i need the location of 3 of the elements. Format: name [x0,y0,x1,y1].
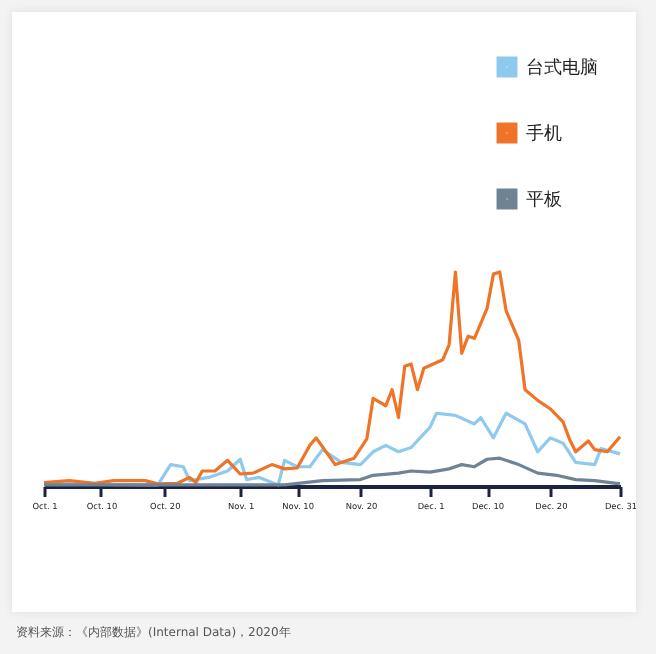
legend-label: 台式电脑 [526,57,598,79]
legend-label: 手机 [526,123,562,145]
legend-label: 平板 [526,189,562,211]
